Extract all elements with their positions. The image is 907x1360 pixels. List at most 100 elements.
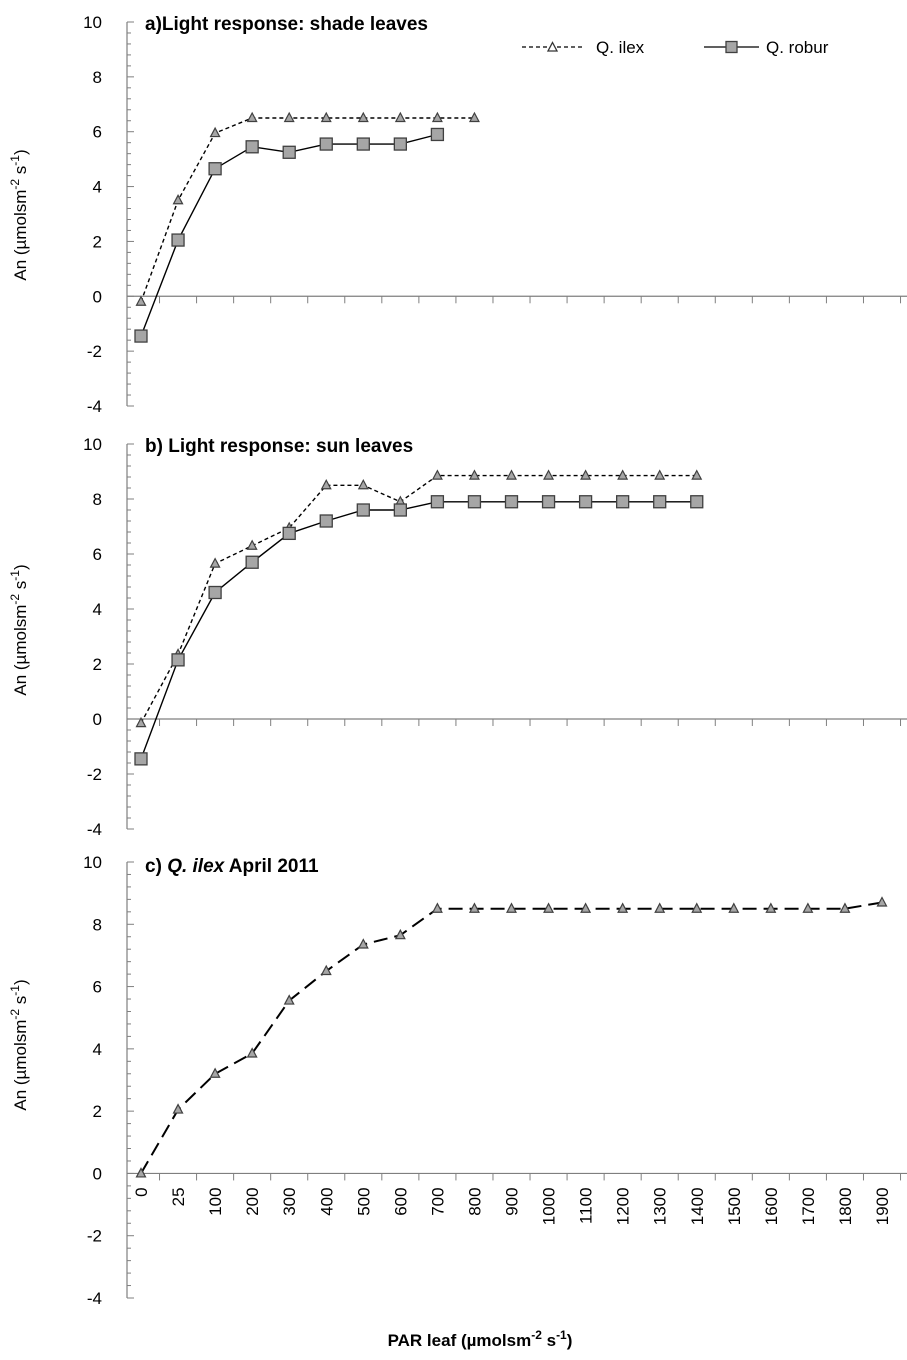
- panel-c-point-q-ilex: [580, 902, 592, 913]
- panel-b-y-tick-label: 2: [93, 655, 102, 674]
- panel-b-point-q-robur: [282, 526, 296, 541]
- panel-c-q-ilex-april: c) Q. ilex April 2011 An (µmolsm-2 s-1): [8, 856, 319, 1111]
- x-category-label: 400: [317, 1187, 336, 1215]
- panel-a-y-tick-label: 10: [83, 13, 102, 32]
- panel-c-point-q-ilex: [320, 964, 332, 976]
- panel-b-point-q-robur: [319, 514, 333, 528]
- panel-a-shade-leaves: a)Light response: shade leaves An (µmols…: [8, 14, 829, 281]
- panel-b-y-tick-label: -2: [87, 765, 102, 784]
- panel-a-point-q-robur: [430, 127, 445, 142]
- panel-c-point-q-ilex: [654, 902, 666, 913]
- panel-b-point-q-ilex: [543, 469, 555, 480]
- x-category-label: 700: [428, 1187, 447, 1215]
- panel-b-sun-leaves: b) Light response: sun leaves An (µmolsm…: [8, 436, 413, 696]
- x-category-label: 300: [280, 1187, 299, 1215]
- panel-b-point-q-ilex: [617, 469, 629, 480]
- panel-b-title: b) Light response: sun leaves: [145, 436, 413, 457]
- panel-b-point-q-robur: [430, 495, 445, 509]
- x-category-label: 1900: [873, 1187, 892, 1225]
- panel-a-title: a)Light response: shade leaves: [145, 14, 428, 35]
- panel-b-point-q-robur: [171, 653, 185, 667]
- panel-b-point-q-robur: [134, 752, 148, 766]
- panel-c-point-q-ilex: [691, 902, 703, 913]
- panel-a-point-q-ilex: [320, 111, 332, 123]
- x-category-label: 200: [243, 1187, 262, 1215]
- x-category-label: 800: [465, 1187, 484, 1215]
- panel-b-point-q-ilex: [506, 469, 517, 480]
- panel-c-point-q-ilex: [209, 1067, 221, 1078]
- x-category-label: 1800: [836, 1187, 855, 1225]
- panel-a-y-tick-label: 4: [93, 178, 102, 197]
- panel-a-point-q-robur: [319, 137, 333, 151]
- panel-b-point-q-ilex: [431, 469, 443, 480]
- panel-b-point-q-robur: [467, 495, 482, 509]
- panel-b-y-tick-label: 10: [83, 435, 102, 454]
- panel-c-point-q-ilex: [357, 938, 369, 949]
- panel-b-point-q-ilex: [654, 469, 666, 480]
- panel-c-point-q-ilex: [431, 902, 443, 913]
- panel-a-point-q-ilex: [468, 111, 480, 123]
- panel-b-series-q-ilex-line: [140, 474, 697, 724]
- panel-b-point-q-robur: [578, 495, 593, 509]
- panel-a-y-tick-label: 0: [93, 287, 102, 306]
- panel-b-point-q-robur: [541, 495, 556, 509]
- panel-a-point-q-robur: [171, 233, 185, 247]
- panel-b-y-tick-label: 6: [93, 545, 102, 564]
- panel-b-point-q-ilex: [209, 557, 221, 568]
- panel-b-y-tick-label: 8: [93, 490, 102, 509]
- panel-a-y-axis-label: An (µmolsm-2 s-1): [8, 149, 30, 280]
- panel-a-point-q-ilex: [283, 111, 295, 123]
- x-category-label: 1500: [725, 1187, 744, 1225]
- panel-a-y-tick-label: -4: [87, 397, 102, 416]
- x-category-label: 900: [503, 1187, 522, 1215]
- panel-c-point-q-ilex: [172, 1103, 184, 1114]
- legend-q-robur-label: Q. robur: [766, 38, 829, 57]
- panel-b-point-q-ilex: [580, 469, 592, 480]
- x-category-label: 500: [354, 1187, 373, 1215]
- panel-c-point-q-ilex: [468, 902, 480, 913]
- x-category-label: 1600: [762, 1187, 781, 1225]
- panel-a-point-q-robur: [208, 162, 222, 176]
- panel-b-y-tick-label: -4: [87, 820, 102, 839]
- panel-b-point-q-robur: [690, 495, 704, 509]
- panel-c-point-q-ilex: [283, 994, 295, 1005]
- panel-b-point-q-ilex: [357, 478, 369, 490]
- panel-c-y-tick-label: 6: [93, 978, 102, 997]
- panel-c-y-tick-label: 8: [93, 915, 102, 934]
- panel-a-y-tick-label: 6: [93, 123, 102, 142]
- panel-a-point-q-ilex: [246, 111, 258, 123]
- x-axis-title: PAR leaf (µmolsm-2 s-1): [388, 1328, 573, 1350]
- panel-c-point-q-ilex: [543, 902, 555, 913]
- panel-b-point-q-robur: [245, 555, 259, 569]
- x-category-label: 1700: [799, 1187, 818, 1225]
- panel-a-point-q-robur: [134, 329, 148, 343]
- panel-c-point-q-ilex: [728, 902, 740, 913]
- panel-a-y-tick-label: 2: [93, 232, 102, 251]
- panel-b-point-q-robur: [653, 495, 667, 509]
- panel-a-y-tick-label: 8: [93, 68, 102, 87]
- panel-c-title: c) Q. ilex April 2011: [145, 856, 319, 877]
- panel-b-point-q-robur: [393, 503, 408, 517]
- x-category-label: 1200: [614, 1187, 633, 1225]
- x-category-label: 1000: [540, 1187, 559, 1225]
- panel-b-point-q-ilex: [468, 469, 480, 480]
- panel-c-point-q-ilex: [394, 928, 406, 940]
- panel-c-point-q-ilex: [246, 1047, 258, 1058]
- panel-b-point-q-robur: [504, 495, 519, 509]
- panel-a-series-q-robur-line: [140, 133, 438, 337]
- panel-c-y-tick-label: 2: [93, 1102, 102, 1121]
- panel-a-point-q-robur: [282, 145, 296, 159]
- panel-c-series-q-ilex-line: [140, 901, 883, 1174]
- x-category-label: 1400: [688, 1187, 707, 1225]
- legend-q-ilex-label: Q. ilex: [596, 38, 645, 57]
- x-category-label: 1300: [651, 1187, 670, 1225]
- x-category-label: 25: [169, 1187, 188, 1206]
- panel-b-point-q-robur: [356, 503, 370, 517]
- legend-q-ilex-triangle-icon: [546, 41, 559, 52]
- panel-a-point-q-ilex: [209, 126, 221, 138]
- panel-c-y-tick-label: 0: [93, 1164, 102, 1183]
- panel-b-point-q-ilex: [691, 469, 703, 480]
- panel-c-point-q-ilex: [506, 902, 517, 913]
- panel-b-point-q-robur: [616, 495, 630, 509]
- panel-a-point-q-ilex: [357, 111, 369, 123]
